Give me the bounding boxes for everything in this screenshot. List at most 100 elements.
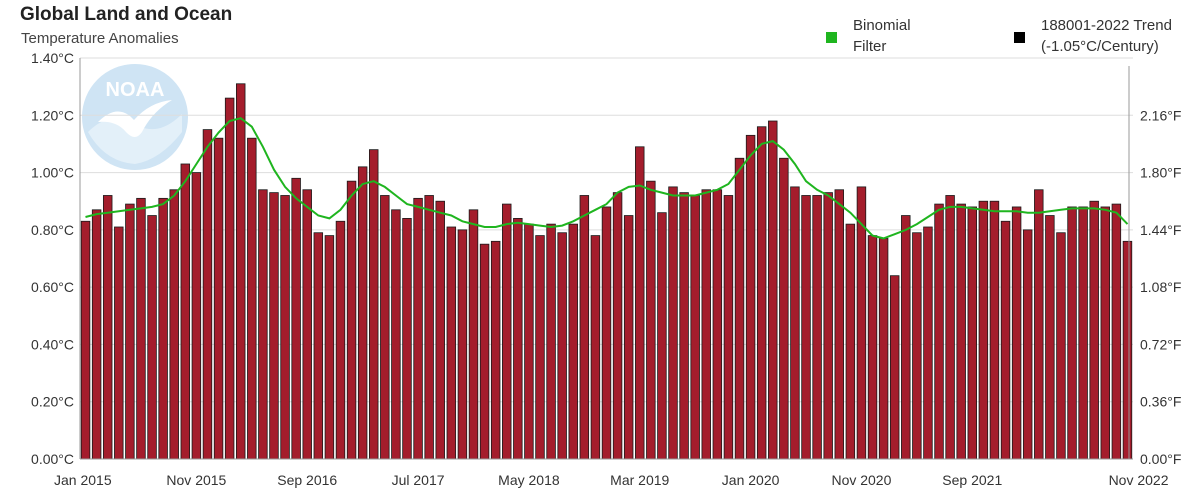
bar <box>380 195 390 460</box>
bar <box>413 197 423 460</box>
bar <box>468 209 479 460</box>
bar <box>945 195 955 460</box>
x-tick-label: Nov 2020 <box>831 472 891 488</box>
bar <box>1078 206 1088 460</box>
x-tick-label: Jul 2017 <box>392 472 445 488</box>
logo-text: NOAA <box>106 79 165 101</box>
bar <box>324 235 335 460</box>
bar <box>679 192 689 460</box>
bar <box>502 203 512 460</box>
bar <box>280 195 290 460</box>
y-tick-label-left: 0.00°C <box>31 451 74 467</box>
bar <box>114 226 124 460</box>
bar <box>557 232 567 460</box>
bar <box>125 203 135 460</box>
bar <box>579 195 590 460</box>
bar <box>80 220 91 460</box>
bar <box>779 157 789 460</box>
bar <box>213 137 224 460</box>
legend-swatch-black <box>1014 32 1025 43</box>
bar <box>989 200 1000 460</box>
x-tick-label: Jan 2015 <box>54 472 112 488</box>
bar <box>635 146 645 460</box>
bar <box>623 215 634 460</box>
binomial-filter-series <box>85 117 1129 240</box>
bar <box>169 189 179 460</box>
bar <box>546 223 556 460</box>
bar <box>1022 229 1033 460</box>
bar <box>568 223 578 460</box>
bar <box>457 229 468 460</box>
y-tick-label-right: 2.16°F <box>1140 107 1181 123</box>
bar <box>768 120 778 460</box>
y-tick-label-right: 0.00°F <box>1140 451 1181 467</box>
bar <box>102 195 113 460</box>
axes: 0.00°C 0.20°C 0.40°C 0.60°C 0.80°C 1.00°C 1.20… <box>31 50 1181 488</box>
bar <box>535 235 545 460</box>
bar <box>1067 206 1077 460</box>
bar <box>912 232 922 460</box>
bar <box>235 83 246 460</box>
y-tick-label-right: 1.08°F <box>1140 279 1181 295</box>
bar <box>745 134 756 460</box>
legend-item-binomial-filter[interactable]: Binomial Filter <box>826 14 976 58</box>
bar <box>136 197 146 460</box>
bar <box>91 209 102 460</box>
bar <box>346 180 357 460</box>
y-tick-label-left: 0.40°C <box>31 336 74 352</box>
bar <box>889 275 900 460</box>
bar <box>313 232 324 460</box>
bar <box>956 203 966 460</box>
bar <box>202 129 213 460</box>
x-tick-label: Jan 2020 <box>722 472 780 488</box>
bar <box>978 200 989 460</box>
bar <box>723 195 734 460</box>
x-tick-label: Nov 2015 <box>166 472 226 488</box>
bar <box>524 223 534 460</box>
bar <box>712 189 723 460</box>
bar <box>934 203 944 460</box>
bar <box>612 192 623 460</box>
bar <box>967 206 978 460</box>
bar <box>147 215 157 460</box>
legend-label-trend: 188001-2022 Trend (-1.05°C/Century) <box>1041 17 1172 55</box>
bar <box>756 126 767 460</box>
bar <box>1100 206 1111 460</box>
bar <box>446 226 457 460</box>
bar <box>878 238 889 460</box>
bar <box>1122 240 1133 460</box>
y-tick-label-left: 1.00°C <box>31 165 74 181</box>
bar <box>801 195 811 460</box>
bar <box>867 235 878 460</box>
bar <box>258 189 268 460</box>
bar <box>180 163 191 460</box>
legend-item-trend[interactable]: 188001-2022 Trend (-1.05°C/Century) <box>1014 14 1184 58</box>
legend-label-binomial: Binomial Filter <box>853 17 911 55</box>
bar <box>646 180 656 460</box>
bars <box>80 83 1133 460</box>
bar <box>1111 203 1122 460</box>
bar <box>701 189 711 460</box>
bar <box>302 189 312 460</box>
bar <box>1000 220 1011 460</box>
legend-swatch-green <box>826 32 837 43</box>
bar <box>357 166 368 460</box>
bar <box>923 226 933 460</box>
x-tick-label: Sep 2016 <box>277 472 337 488</box>
bar <box>1034 189 1044 460</box>
y-tick-label-left: 1.20°C <box>31 107 74 123</box>
x-tick-label: Mar 2019 <box>610 472 669 488</box>
bar <box>1089 200 1099 460</box>
y-tick-label-left: 0.60°C <box>31 279 74 295</box>
bar <box>1011 206 1022 460</box>
y-tick-label-left: 1.40°C <box>31 50 74 66</box>
bar <box>402 217 412 460</box>
bar <box>668 186 678 460</box>
bar <box>601 206 612 460</box>
bar <box>247 137 257 460</box>
bar <box>490 240 501 460</box>
bar <box>790 186 800 460</box>
y-tick-label-right: 1.44°F <box>1140 222 1181 238</box>
y-tick-label-left: 0.80°C <box>31 222 74 238</box>
